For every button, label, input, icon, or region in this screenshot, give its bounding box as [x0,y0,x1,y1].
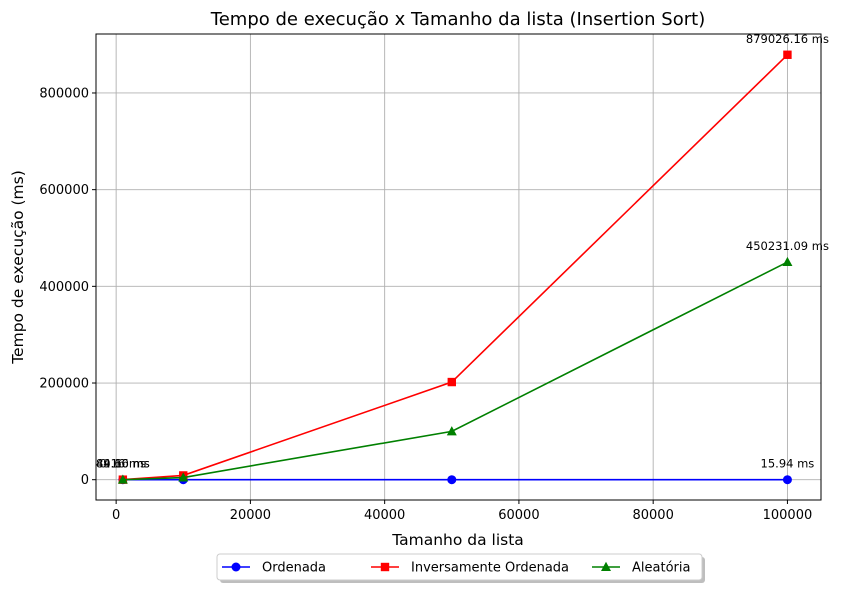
legend-label: Inversamente Ordenada [411,561,569,576]
series-line [122,54,788,481]
data-point [783,50,792,59]
data-label: 15.94 ms [761,457,815,471]
legend-label: Aleatória [632,561,690,576]
x-tick-label: 60000 [498,508,539,523]
annotations: 0.16 ms 15.94 ms 89.16 ms 879026.16 ms 44.60… [96,32,829,471]
x-tick-label: 40000 [364,508,405,523]
x-axis-label: Tamanho da lista [391,531,524,549]
series-line [122,261,788,481]
legend-marker [380,562,390,572]
data-point [447,475,457,485]
chart-title: Tempo de execução x Tamanho da lista (In… [210,9,705,30]
x-tick-label: 20000 [230,508,271,523]
y-tick-label: 200000 [39,377,89,392]
data-label: 44.60 ms [96,457,150,471]
legend-box [216,553,703,581]
series-layer [117,50,793,485]
data-point [782,256,793,267]
x-tick-label: 0 [112,508,120,523]
data-label: 879026.16 ms [746,32,829,46]
data-label: 89.16 ms [96,457,150,471]
data-point [446,426,457,436]
y-tick-label: 800000 [39,86,89,101]
data-point [117,474,128,484]
series-2 [117,256,793,484]
legend-items: Ordenada Inversamente Ordenada Aleatória [222,561,690,576]
y-tick-label: 400000 [39,280,89,295]
data-label: 0.16 ms [100,457,146,471]
y-tick-label: 0 [81,473,89,488]
plot-frame [95,33,822,501]
ticks: 0 20000 40000 60000 80000 100000 0 200000 400000… [39,86,812,523]
data-point [447,377,456,387]
data-point [178,472,189,482]
x-tick-label: 100000 [763,508,813,523]
legend-marker [601,561,611,571]
y-tick-label: 600000 [39,183,89,198]
legend-label: Ordenada [262,561,326,576]
legend-marker [231,562,241,572]
x-tick-label: 80000 [632,508,673,523]
data-label: 450231.09 ms [746,239,829,253]
legend: Ordenada Inversamente Ordenada Aleatória [216,553,705,583]
y-axis-label: Tempo de execução (ms) [9,170,27,365]
data-point [782,475,792,485]
